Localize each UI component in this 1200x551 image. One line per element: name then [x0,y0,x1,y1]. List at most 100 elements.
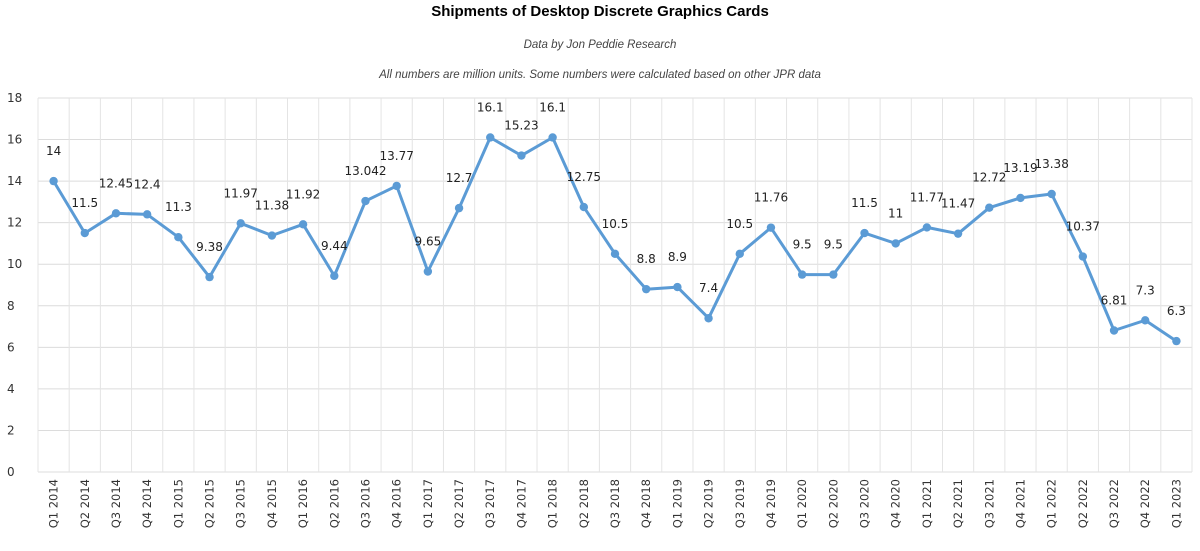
data-point [985,203,994,212]
x-axis: Q1 2014 Q2 2014 Q3 2014 Q4 2014 Q1 2015 Q2 20… [47,479,1184,528]
data-point [392,181,401,191]
data-label: 15.23 [504,119,538,133]
data-point [330,271,339,281]
data-label: 10.5 [602,217,629,231]
data-point [673,282,682,292]
y-tick-label: 12 [7,216,22,230]
data-point [142,210,152,219]
data-point [641,284,651,294]
data-point [1047,189,1056,199]
x-tick-label: Q4 2014 [140,479,154,528]
data-label: 13.042 [344,164,386,178]
x-tick-label: Q3 2016 [358,479,372,528]
data-point [1078,252,1088,261]
data-label: 11.47 [941,197,975,211]
chart-subtitle-source: Data by Jon Peddie Research [523,39,677,51]
x-tick-label: Q4 2016 [390,479,404,528]
chart-title: Shipments of Desktop Discrete Graphics C… [431,3,769,20]
x-tick-label: Q3 2022 [1107,479,1121,528]
data-label: 11.38 [255,199,289,213]
data-point [891,239,900,248]
data-point [704,314,713,323]
x-tick-label: Q2 2014 [78,479,92,528]
y-tick-label: 0 [7,465,15,479]
x-tick-label: Q2 2020 [826,479,840,528]
data-point [579,202,589,212]
data-label: 11.5 [851,196,878,210]
data-point [735,249,744,259]
data-label: 12.72 [972,171,1006,185]
data-point [361,196,370,206]
x-tick-label: Q4 2018 [639,479,653,528]
data-point [860,228,869,238]
x-tick-label: Q4 2021 [1013,479,1027,528]
data-label: 8.9 [668,250,687,264]
data-point [111,209,121,218]
x-tick-label: Q3 2019 [733,479,747,528]
x-tick-label: Q4 2022 [1138,479,1152,528]
x-tick-label: Q3 2014 [109,479,123,528]
data-label: 11.5 [71,196,98,210]
x-tick-label: Q4 2020 [889,479,903,528]
data-label: 11.3 [165,200,192,214]
data-label: 12.75 [567,170,601,184]
data-label: 13.38 [1034,157,1068,171]
data-label: 13.19 [1003,161,1037,175]
grid-lines [37,97,1193,473]
data-label: 12.45 [99,176,133,190]
data-label: 9.44 [321,239,348,253]
data-label: 11.76 [754,191,788,205]
data-label: 12.7 [446,171,473,185]
y-tick-label: 6 [7,340,15,354]
data-point [205,272,214,282]
data-point [298,220,308,229]
data-point [1109,326,1119,335]
data-label: 16.1 [539,100,566,114]
x-tick-label: Q1 2021 [920,479,934,528]
y-tick-label: 16 [7,133,22,147]
series-layer [49,133,1181,346]
x-tick-label: Q3 2015 [234,479,248,528]
x-tick-label: Q1 2023 [1169,479,1183,528]
data-label: 10.37 [1066,220,1100,234]
data-label: 16.1 [477,100,504,114]
y-tick-label: 2 [7,423,15,437]
x-tick-label: Q2 2021 [951,479,965,528]
x-tick-label: Q3 2017 [483,479,497,528]
x-tick-label: Q2 2018 [577,479,591,528]
data-label: 6.81 [1101,294,1128,308]
x-tick-label: Q4 2015 [265,479,279,528]
data-label: 7.3 [1136,283,1155,297]
data-label: 7.4 [699,281,718,295]
data-point [49,176,58,186]
data-label: 9.38 [196,240,223,254]
data-label: 10.5 [726,217,753,231]
x-tick-label: Q1 2017 [421,479,435,528]
data-point [454,203,464,213]
data-label: 8.8 [637,252,656,266]
data-label: 9.65 [415,234,442,248]
data-point [517,151,526,160]
data-label: 14 [46,144,61,158]
x-tick-label: Q3 2021 [982,479,996,528]
data-point [1016,193,1025,203]
x-tick-label: Q1 2015 [171,479,185,528]
data-point [829,270,838,279]
data-label: 6.3 [1167,304,1186,318]
data-point [423,267,433,276]
data-point [548,133,557,142]
data-point [236,219,245,228]
data-point [267,231,277,240]
data-label: 12.4 [134,177,161,191]
data-label: 13.77 [379,149,413,163]
x-tick-label: Q3 2018 [608,479,622,528]
x-tick-label: Q2 2015 [203,479,217,528]
data-point [610,249,620,259]
x-tick-label: Q1 2014 [47,479,61,528]
x-tick-label: Q2 2016 [327,479,341,528]
data-label: 9.5 [824,238,843,252]
x-tick-label: Q3 2020 [858,479,872,528]
y-tick-label: 18 [7,91,22,105]
data-label: 11.97 [224,186,258,200]
